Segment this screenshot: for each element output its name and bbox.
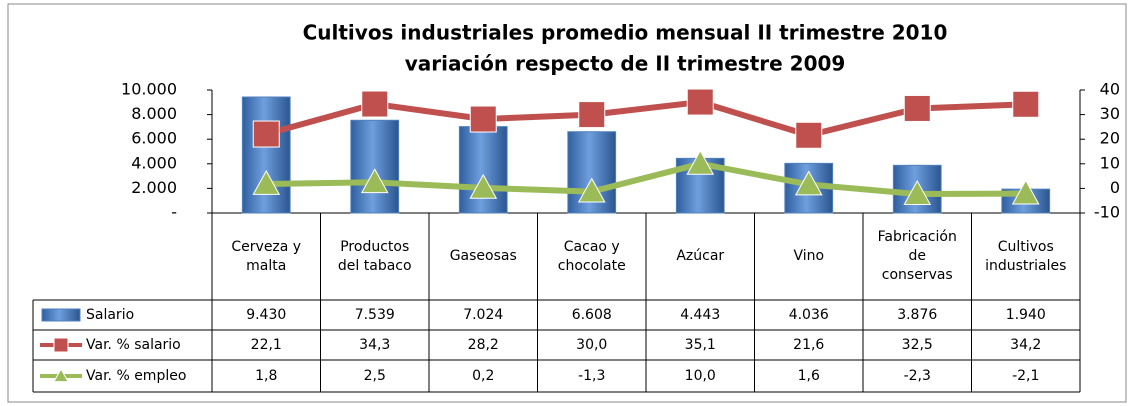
marker [1011,179,1040,205]
table-value: 10,0 [684,367,716,384]
y-tick-label: 2.000 [131,178,177,197]
marker [578,101,606,129]
table-value: 32,5 [901,336,933,353]
legend-marker [53,367,69,383]
bar [458,126,508,214]
table-value: 34,2 [1010,336,1042,353]
line [265,99,1026,139]
table-value: -1,3 [578,367,606,384]
table-value: 7.539 [354,306,395,323]
y2-tick-label: 20 [1100,129,1120,148]
table-value: 30,0 [576,336,608,353]
table-value: 4.036 [788,306,829,323]
marker [686,149,715,175]
legend-label: Salario [86,307,134,323]
category-cell: Productos del tabaco [337,238,412,274]
table-value: 4.443 [680,306,721,323]
table-value: 3.876 [897,306,938,323]
y2-tick-label: 10 [1100,153,1120,172]
category-cell: Gaseosas [449,248,517,264]
table-value: 2,5 [363,367,386,384]
marker [469,173,498,199]
legend-marker [53,337,69,353]
category-cell: Vino [793,248,825,264]
y2-tick-label: 30 [1100,104,1120,123]
y-tick-label: 4.000 [131,153,177,172]
table-value: -2,3 [903,367,931,384]
y2-tick-label: 0 [1110,178,1120,197]
table-value: 9.430 [246,306,287,323]
table-value: 6.608 [571,306,612,323]
marker [1012,90,1040,118]
bar [241,96,291,214]
table-value: -2,1 [1012,367,1040,384]
marker [686,88,714,116]
legend-label: Var. % salario [86,337,181,353]
marker [577,177,606,203]
y-tick-label: 8.000 [131,104,177,123]
marker [795,121,823,149]
marker [252,169,281,195]
table-value: 1.940 [1005,306,1046,323]
category-cell: Cerveza y malta [231,238,302,274]
legend-key [41,308,81,322]
chart-subtitle: variación respecto de II trimestre 2009 [405,52,846,76]
table-value: 28,2 [467,336,499,353]
table-value: 21,6 [793,336,825,353]
line [266,160,1026,198]
marker [794,170,823,196]
y-tick-label: - [171,203,177,222]
y2-tick-label: 40 [1100,80,1120,99]
category-cell: Cultivos industriales [985,238,1067,274]
marker [252,120,280,148]
marker [469,105,497,133]
table-value: 34,3 [359,336,391,353]
table-value: 0,2 [472,367,495,384]
table-value: 22,1 [250,336,282,353]
category-cell: Cacao y chocolate [557,238,626,274]
y2-tick-label: -10 [1094,203,1120,222]
table-value: 1,8 [255,367,278,384]
table-value: 35,1 [684,336,716,353]
marker [903,180,932,205]
y-tick-label: 6.000 [131,129,177,148]
marker [360,168,389,194]
bar [350,119,400,214]
table-value: 7.024 [463,306,504,323]
marker [903,94,931,122]
category-cell: Azúcar [676,248,725,264]
marker [361,90,389,118]
category-cell: Fabricación de conservas [877,229,957,283]
table-value: 1,6 [797,367,820,384]
chart-title: Cultivos industriales promedio mensual I… [303,21,948,45]
y-tick-label: 10.000 [121,80,177,99]
legend-label: Var. % empleo [86,368,186,384]
